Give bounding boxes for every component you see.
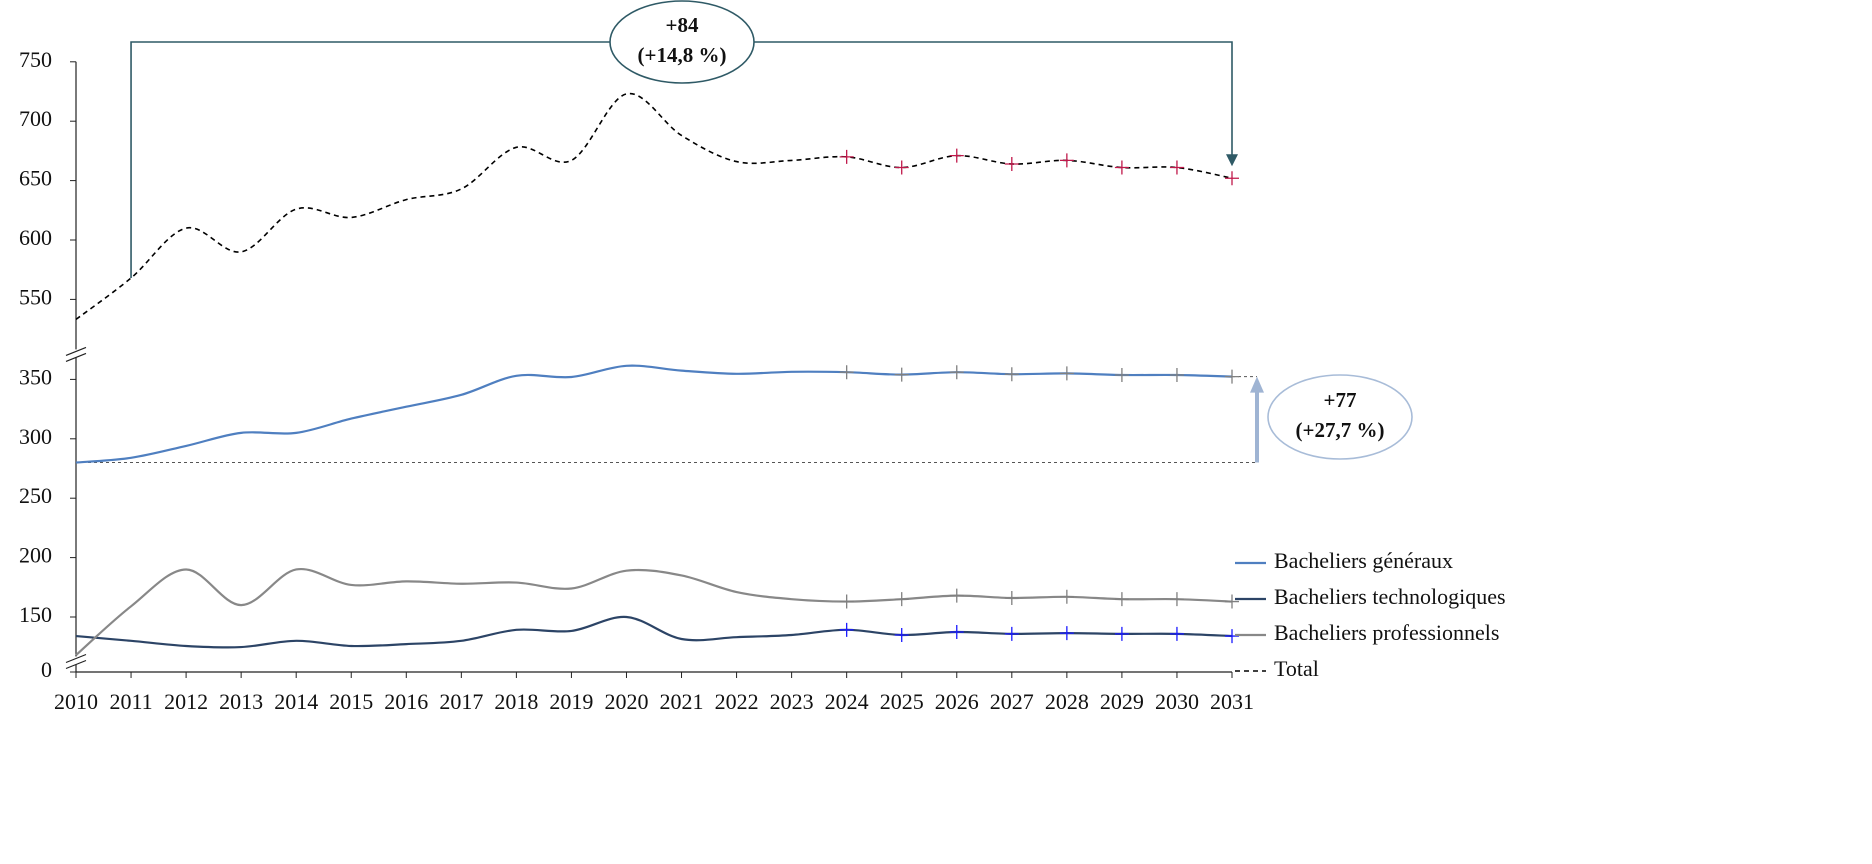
y-tick-label: 350 — [19, 364, 52, 389]
forecast-marker — [839, 149, 854, 164]
x-tick-label: 2023 — [770, 689, 814, 714]
annotation-arrowhead — [1250, 376, 1264, 393]
legend-label: Bacheliers technologiques — [1274, 584, 1506, 609]
forecast-marker — [894, 627, 909, 642]
forecast-marker — [1004, 367, 1019, 382]
series-line — [75, 615, 1233, 649]
forecast-marker — [1225, 594, 1239, 609]
axis-break-gap — [68, 349, 84, 358]
forecast-marker — [1114, 368, 1129, 382]
axis-break-mark — [65, 653, 87, 664]
forecast-marker — [949, 588, 964, 603]
x-tick-label: 2016 — [384, 689, 428, 714]
forecast-marker — [839, 622, 854, 637]
forecast-marker — [1169, 160, 1184, 175]
forecast-marker — [894, 592, 909, 607]
annotation-bubble — [1267, 374, 1413, 460]
y-tick-label: 200 — [19, 543, 52, 568]
x-tick-label: 2011 — [109, 689, 152, 714]
x-tick-label: 2026 — [935, 689, 979, 714]
forecast-marker — [1004, 156, 1019, 171]
x-tick-label: 2030 — [1155, 689, 1199, 714]
x-tick-label: 2031 — [1210, 689, 1254, 714]
forecast-marker — [1114, 626, 1129, 641]
annotation-text: +77 — [1324, 388, 1357, 412]
forecast-marker — [949, 148, 964, 163]
annotation-arrowhead — [1226, 154, 1238, 167]
y-tick-label: 750 — [19, 47, 52, 72]
x-tick-label: 2015 — [329, 689, 373, 714]
forecast-marker — [1059, 366, 1074, 381]
forecast-marker — [1114, 160, 1129, 175]
y-tick-label: 650 — [19, 166, 52, 191]
x-tick-label: 2027 — [990, 689, 1034, 714]
forecast-marker — [839, 594, 854, 609]
forecast-marker — [949, 625, 964, 640]
annotation-text: (+14,8 %) — [638, 43, 727, 67]
x-tick-label: 2013 — [219, 689, 263, 714]
y-tick-label: 150 — [19, 602, 52, 627]
x-tick-label: 2010 — [54, 689, 98, 714]
series-line — [75, 364, 1233, 464]
x-tick-label: 2018 — [494, 689, 538, 714]
x-tick-label: 2014 — [274, 689, 318, 714]
y-tick-label: 700 — [19, 106, 52, 131]
forecast-marker — [1169, 368, 1184, 382]
legend-label: Bacheliers généraux — [1274, 548, 1453, 573]
y-tick-label: 250 — [19, 483, 52, 508]
forecast-marker — [1225, 171, 1239, 186]
annotation-text: +84 — [666, 13, 699, 37]
series-line — [75, 567, 1233, 656]
annotation-bubble — [609, 0, 755, 84]
x-tick-label: 2029 — [1100, 689, 1144, 714]
axis-break-mark — [65, 659, 87, 670]
x-tick-label: 2019 — [549, 689, 593, 714]
x-tick-label: 2025 — [880, 689, 924, 714]
forecast-marker — [1169, 626, 1184, 641]
forecast-marker — [894, 160, 909, 175]
forecast-marker — [1225, 369, 1239, 384]
forecast-marker — [839, 365, 854, 380]
forecast-marker — [894, 367, 909, 382]
legend-label: Bacheliers professionnels — [1274, 620, 1499, 645]
forecast-marker — [1059, 589, 1074, 604]
axis-break-mark — [65, 352, 87, 362]
legend-label: Total — [1274, 656, 1319, 681]
annotation-text: (+27,7 %) — [1296, 418, 1385, 442]
x-tick-label: 2024 — [825, 689, 869, 714]
forecast-marker — [1169, 592, 1184, 607]
y-tick-label: 0 — [41, 657, 52, 682]
series-line — [75, 93, 1233, 321]
y-tick-label: 300 — [19, 424, 52, 449]
forecast-marker — [1059, 626, 1074, 641]
forecast-marker — [1114, 592, 1129, 607]
x-tick-label: 2022 — [715, 689, 759, 714]
forecast-marker — [1004, 626, 1019, 641]
x-tick-label: 2021 — [660, 689, 704, 714]
forecast-marker — [1004, 590, 1019, 605]
axis-break-mark — [65, 346, 87, 356]
y-tick-label: 600 — [19, 225, 52, 250]
axis-break-gap — [68, 656, 84, 665]
x-tick-label: 2020 — [604, 689, 648, 714]
forecast-marker — [949, 365, 964, 380]
y-tick-label: 550 — [19, 284, 52, 309]
x-tick-label: 2028 — [1045, 689, 1089, 714]
x-tick-label: 2012 — [164, 689, 208, 714]
x-tick-label: 2017 — [439, 689, 483, 714]
forecast-marker — [1059, 153, 1074, 168]
